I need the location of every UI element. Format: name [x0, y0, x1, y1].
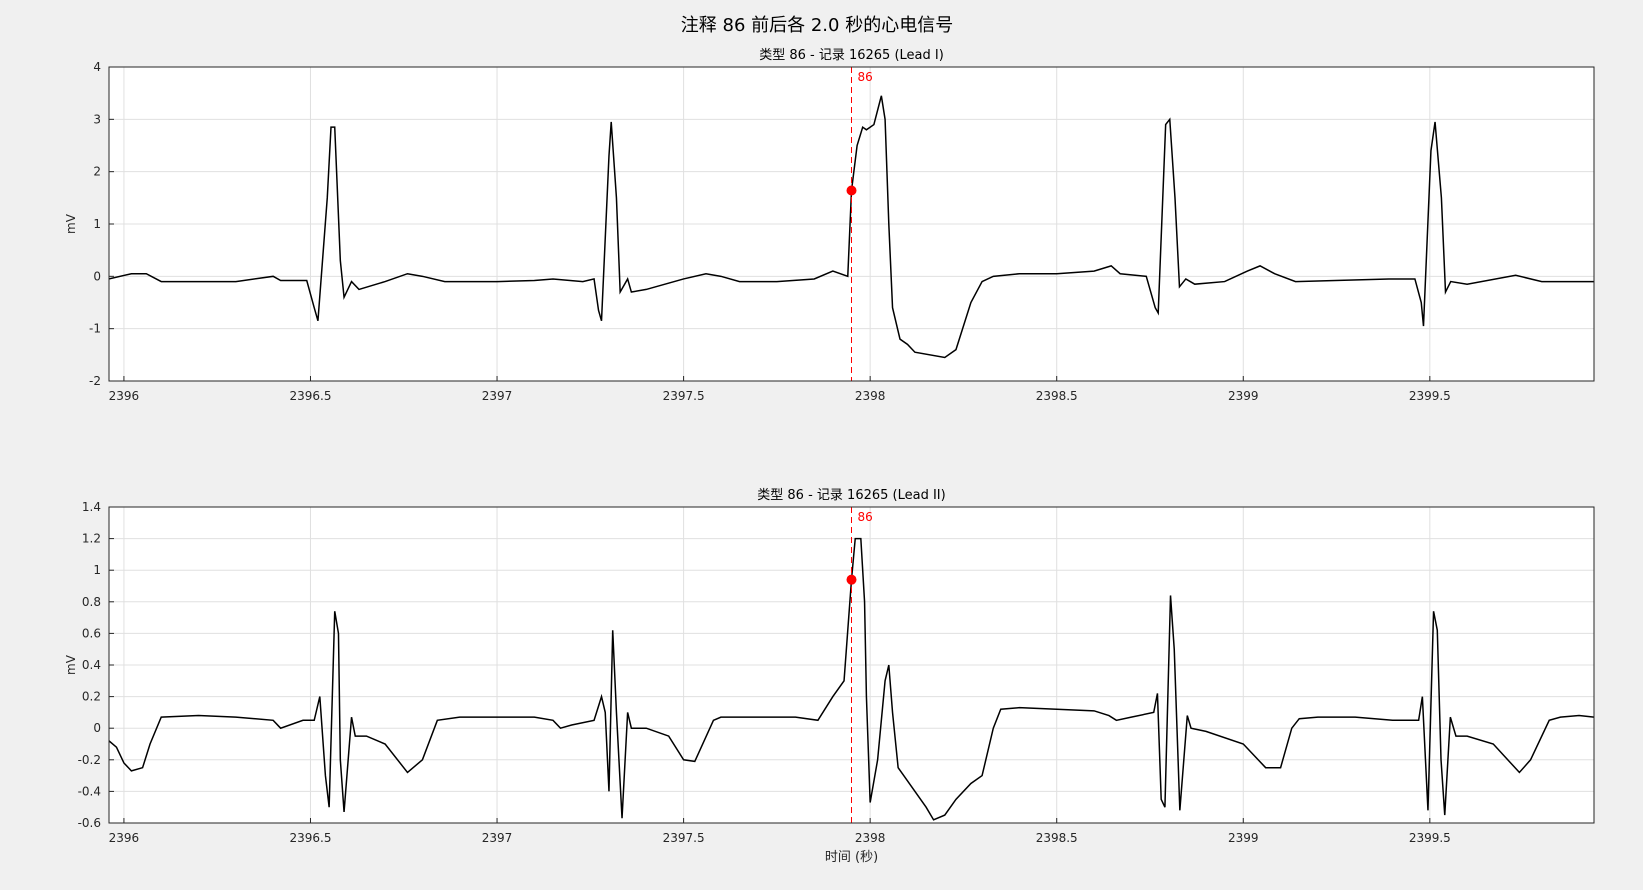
annotation-label: 86 — [858, 70, 873, 84]
y-tick-label: -2 — [89, 374, 101, 388]
x-tick-label: 2397 — [482, 831, 513, 845]
y-tick-label: 0.8 — [82, 595, 101, 609]
annotation-label: 86 — [858, 510, 873, 524]
y-axis-label: mV — [64, 654, 78, 675]
signal-line — [109, 537, 1594, 821]
y-tick-label: 0.4 — [82, 658, 101, 672]
annotation-point — [846, 185, 857, 196]
plot-layer — [109, 537, 1594, 821]
x-tick-label: 2398.5 — [1036, 389, 1078, 403]
x-tick-label: 2397.5 — [663, 831, 705, 845]
y-tick-label: -0.6 — [78, 816, 101, 830]
axes-title: 类型 86 - 记录 16265 (Lead II) — [757, 488, 945, 503]
signal-line — [109, 95, 1594, 359]
y-tick-label: -0.4 — [78, 784, 101, 798]
x-tick-label: 2399 — [1228, 389, 1259, 403]
y-tick-label: 3 — [93, 112, 101, 126]
x-tick-label: 2396 — [109, 831, 140, 845]
x-tick-label: 2396.5 — [289, 389, 331, 403]
x-tick-label: 2398 — [855, 389, 886, 403]
axes-title: 类型 86 - 记录 16265 (Lead I) — [759, 48, 944, 63]
x-tick-label: 2396 — [109, 389, 140, 403]
x-tick-label: 2399.5 — [1409, 831, 1451, 845]
x-axis-label: 时间 (秒) — [825, 850, 878, 865]
axes-frame — [108, 506, 1595, 824]
x-tick-label: 2398 — [855, 831, 886, 845]
x-tick-label: 2399 — [1228, 831, 1259, 845]
x-tick-label: 2396.5 — [289, 831, 331, 845]
annotation-point — [846, 574, 857, 585]
x-tick-label: 2397 — [482, 389, 513, 403]
plot-layer — [109, 95, 1594, 359]
y-axis-label: mV — [64, 213, 78, 234]
x-tick-label: 2397.5 — [663, 389, 705, 403]
x-tick-label: 2399.5 — [1409, 389, 1451, 403]
y-tick-label: 1 — [93, 217, 101, 231]
y-tick-label: 0 — [93, 269, 101, 283]
y-tick-label: 1.4 — [82, 500, 101, 514]
y-tick-label: 0.2 — [82, 690, 101, 704]
figure-title: 注释 86 前后各 2.0 秒的心电信号 — [681, 15, 953, 36]
x-tick-label: 2398.5 — [1036, 831, 1078, 845]
y-tick-label: 0 — [93, 721, 101, 735]
y-tick-label: -0.2 — [78, 753, 101, 767]
y-tick-label: 4 — [93, 60, 101, 74]
y-tick-label: -1 — [89, 322, 101, 336]
y-tick-label: 0.6 — [82, 626, 101, 640]
y-tick-label: 1 — [93, 563, 101, 577]
y-tick-label: 2 — [93, 165, 101, 179]
axes-frame — [108, 66, 1595, 382]
y-tick-label: 1.2 — [82, 532, 101, 546]
